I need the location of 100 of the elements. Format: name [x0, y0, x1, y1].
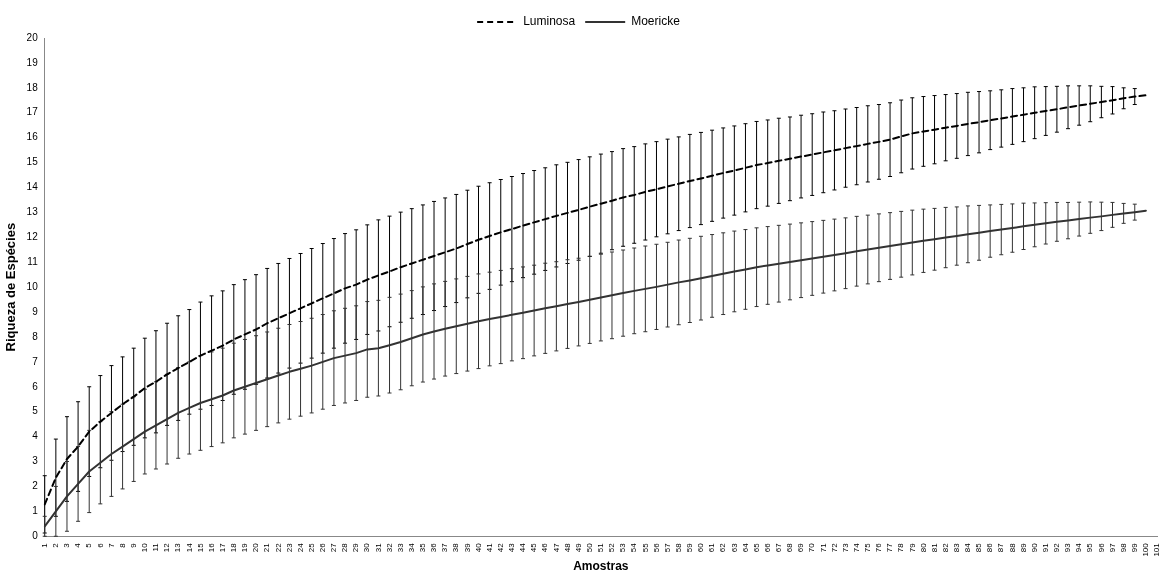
x-tick-label: 29	[351, 542, 361, 553]
x-tick-label: 43	[507, 542, 517, 553]
y-tick-label: 14	[26, 181, 39, 193]
x-tick-label: 32	[384, 542, 394, 553]
x-tick-label: 44	[518, 542, 528, 553]
x-tick-label: 55	[640, 542, 650, 553]
x-tick-label: 15	[195, 542, 205, 553]
x-tick-label: 10	[140, 542, 150, 553]
x-tick-label: 34	[406, 542, 416, 553]
y-tick-label: 7	[32, 355, 39, 367]
x-tick-label: 56	[651, 542, 661, 553]
x-tick-label: 23	[284, 542, 294, 553]
x-tick-label: 89	[1018, 542, 1028, 553]
x-tick-label: 74	[851, 542, 861, 553]
x-tick-label: 52	[607, 542, 617, 553]
x-tick-label: 83	[951, 542, 961, 553]
y-tick-label: 5	[32, 405, 39, 417]
x-tick-label: 62	[718, 542, 728, 553]
x-tick-label: 49	[573, 542, 583, 553]
x-tick-label: 7	[106, 542, 116, 548]
x-tick-label: 26	[318, 542, 327, 553]
y-tick-label: 13	[26, 206, 39, 218]
x-tick-label: 31	[373, 542, 383, 553]
y-tick-label: 20	[26, 31, 39, 43]
x-tick-label: 50	[584, 542, 594, 553]
x-tick-label: 59	[685, 542, 695, 553]
x-tick-label: 64	[740, 542, 750, 553]
x-tick-label: 25	[306, 542, 316, 553]
x-tick-label: 80	[918, 542, 928, 553]
x-tick-label: 41	[484, 542, 494, 553]
x-tick-label: 11	[151, 542, 161, 552]
x-tick-label: 91	[1040, 542, 1050, 553]
x-tick-label: 84	[963, 542, 973, 553]
x-tick-label: 60	[696, 542, 706, 553]
y-tick-label: 8	[32, 330, 39, 342]
x-tick-label: 82	[940, 542, 950, 553]
x-tick-label: 88	[1007, 542, 1017, 553]
x-tick-label: 42	[495, 542, 505, 553]
x-tick-label: 71	[818, 542, 828, 553]
x-tick-label: 40	[473, 542, 483, 553]
x-tick-label: 2	[51, 542, 61, 548]
x-tick-label: 98	[1118, 542, 1128, 553]
x-tick-label: 92	[1052, 542, 1062, 553]
x-tick-label: 24	[295, 542, 305, 553]
x-tick-label: 19	[240, 542, 250, 553]
y-tick-label: 6	[32, 380, 39, 392]
x-tick-label: 4	[73, 542, 83, 548]
x-tick-label: 53	[618, 542, 628, 553]
x-tick-label: 18	[229, 542, 239, 553]
y-tick-label: 10	[26, 280, 39, 292]
x-tick-label: 12	[162, 542, 172, 553]
x-tick-label: 16	[206, 542, 216, 553]
x-tick-label: 72	[829, 542, 839, 553]
x-tick-label: 78	[896, 542, 906, 553]
y-tick-label: 2	[32, 480, 39, 492]
x-tick-label: 63	[729, 542, 739, 553]
y-tick-label: 17	[26, 106, 39, 118]
x-tick-label: 8	[117, 542, 127, 548]
y-tick-label: 19	[26, 56, 39, 68]
y-tick-label: 0	[32, 530, 39, 541]
x-tick-label: 30	[362, 542, 372, 553]
x-tick-label: 3	[62, 542, 72, 548]
x-tick-label: 67	[774, 542, 784, 553]
x-tick-label: 35	[418, 542, 428, 553]
x-tick-label: 45	[529, 542, 539, 553]
x-tick-label: 85	[974, 542, 984, 553]
x-tick-label: 9	[128, 542, 138, 548]
x-tick-label: 75	[863, 542, 873, 553]
x-tick-label: 6	[95, 542, 105, 548]
x-tick-label: 38	[451, 542, 461, 553]
y-tick-label: 1	[32, 505, 39, 517]
x-tick-label: 100	[1141, 542, 1151, 557]
y-axis-title: Riqueza de Espécies	[3, 222, 19, 352]
x-tick-label: 68	[785, 542, 795, 553]
x-tick-label: 5	[84, 542, 94, 548]
y-tick-label: 15	[26, 156, 39, 168]
x-tick-label: 70	[807, 542, 817, 553]
x-tick-label: 69	[796, 542, 806, 553]
y-tick-label: 4	[32, 430, 39, 442]
x-tick-label: 101	[1152, 542, 1162, 557]
x-tick-label: 93	[1063, 542, 1073, 553]
x-tick-label: 77	[885, 542, 895, 553]
x-tick-label: 61	[707, 542, 717, 553]
x-tick-label: 54	[629, 542, 639, 553]
x-tick-label: 57	[662, 542, 672, 553]
x-tick-label: 21	[262, 542, 272, 553]
x-tick-label: 39	[462, 542, 472, 553]
x-tick-label: 14	[184, 542, 194, 553]
x-tick-label: 86	[985, 542, 995, 553]
x-tick-label: 27	[329, 542, 339, 553]
y-tick-label: 12	[26, 231, 39, 243]
x-tick-label: 99	[1129, 542, 1139, 553]
x-tick-label: 47	[551, 542, 561, 553]
y-tick-label: 16	[26, 131, 39, 143]
x-tick-label: 17	[217, 542, 227, 553]
y-tick-label: 11	[27, 255, 39, 267]
x-tick-label: 33	[395, 542, 405, 553]
x-tick-label: 81	[929, 542, 939, 553]
y-tick-label: 3	[32, 455, 39, 467]
y-tick-label: 9	[32, 305, 39, 317]
